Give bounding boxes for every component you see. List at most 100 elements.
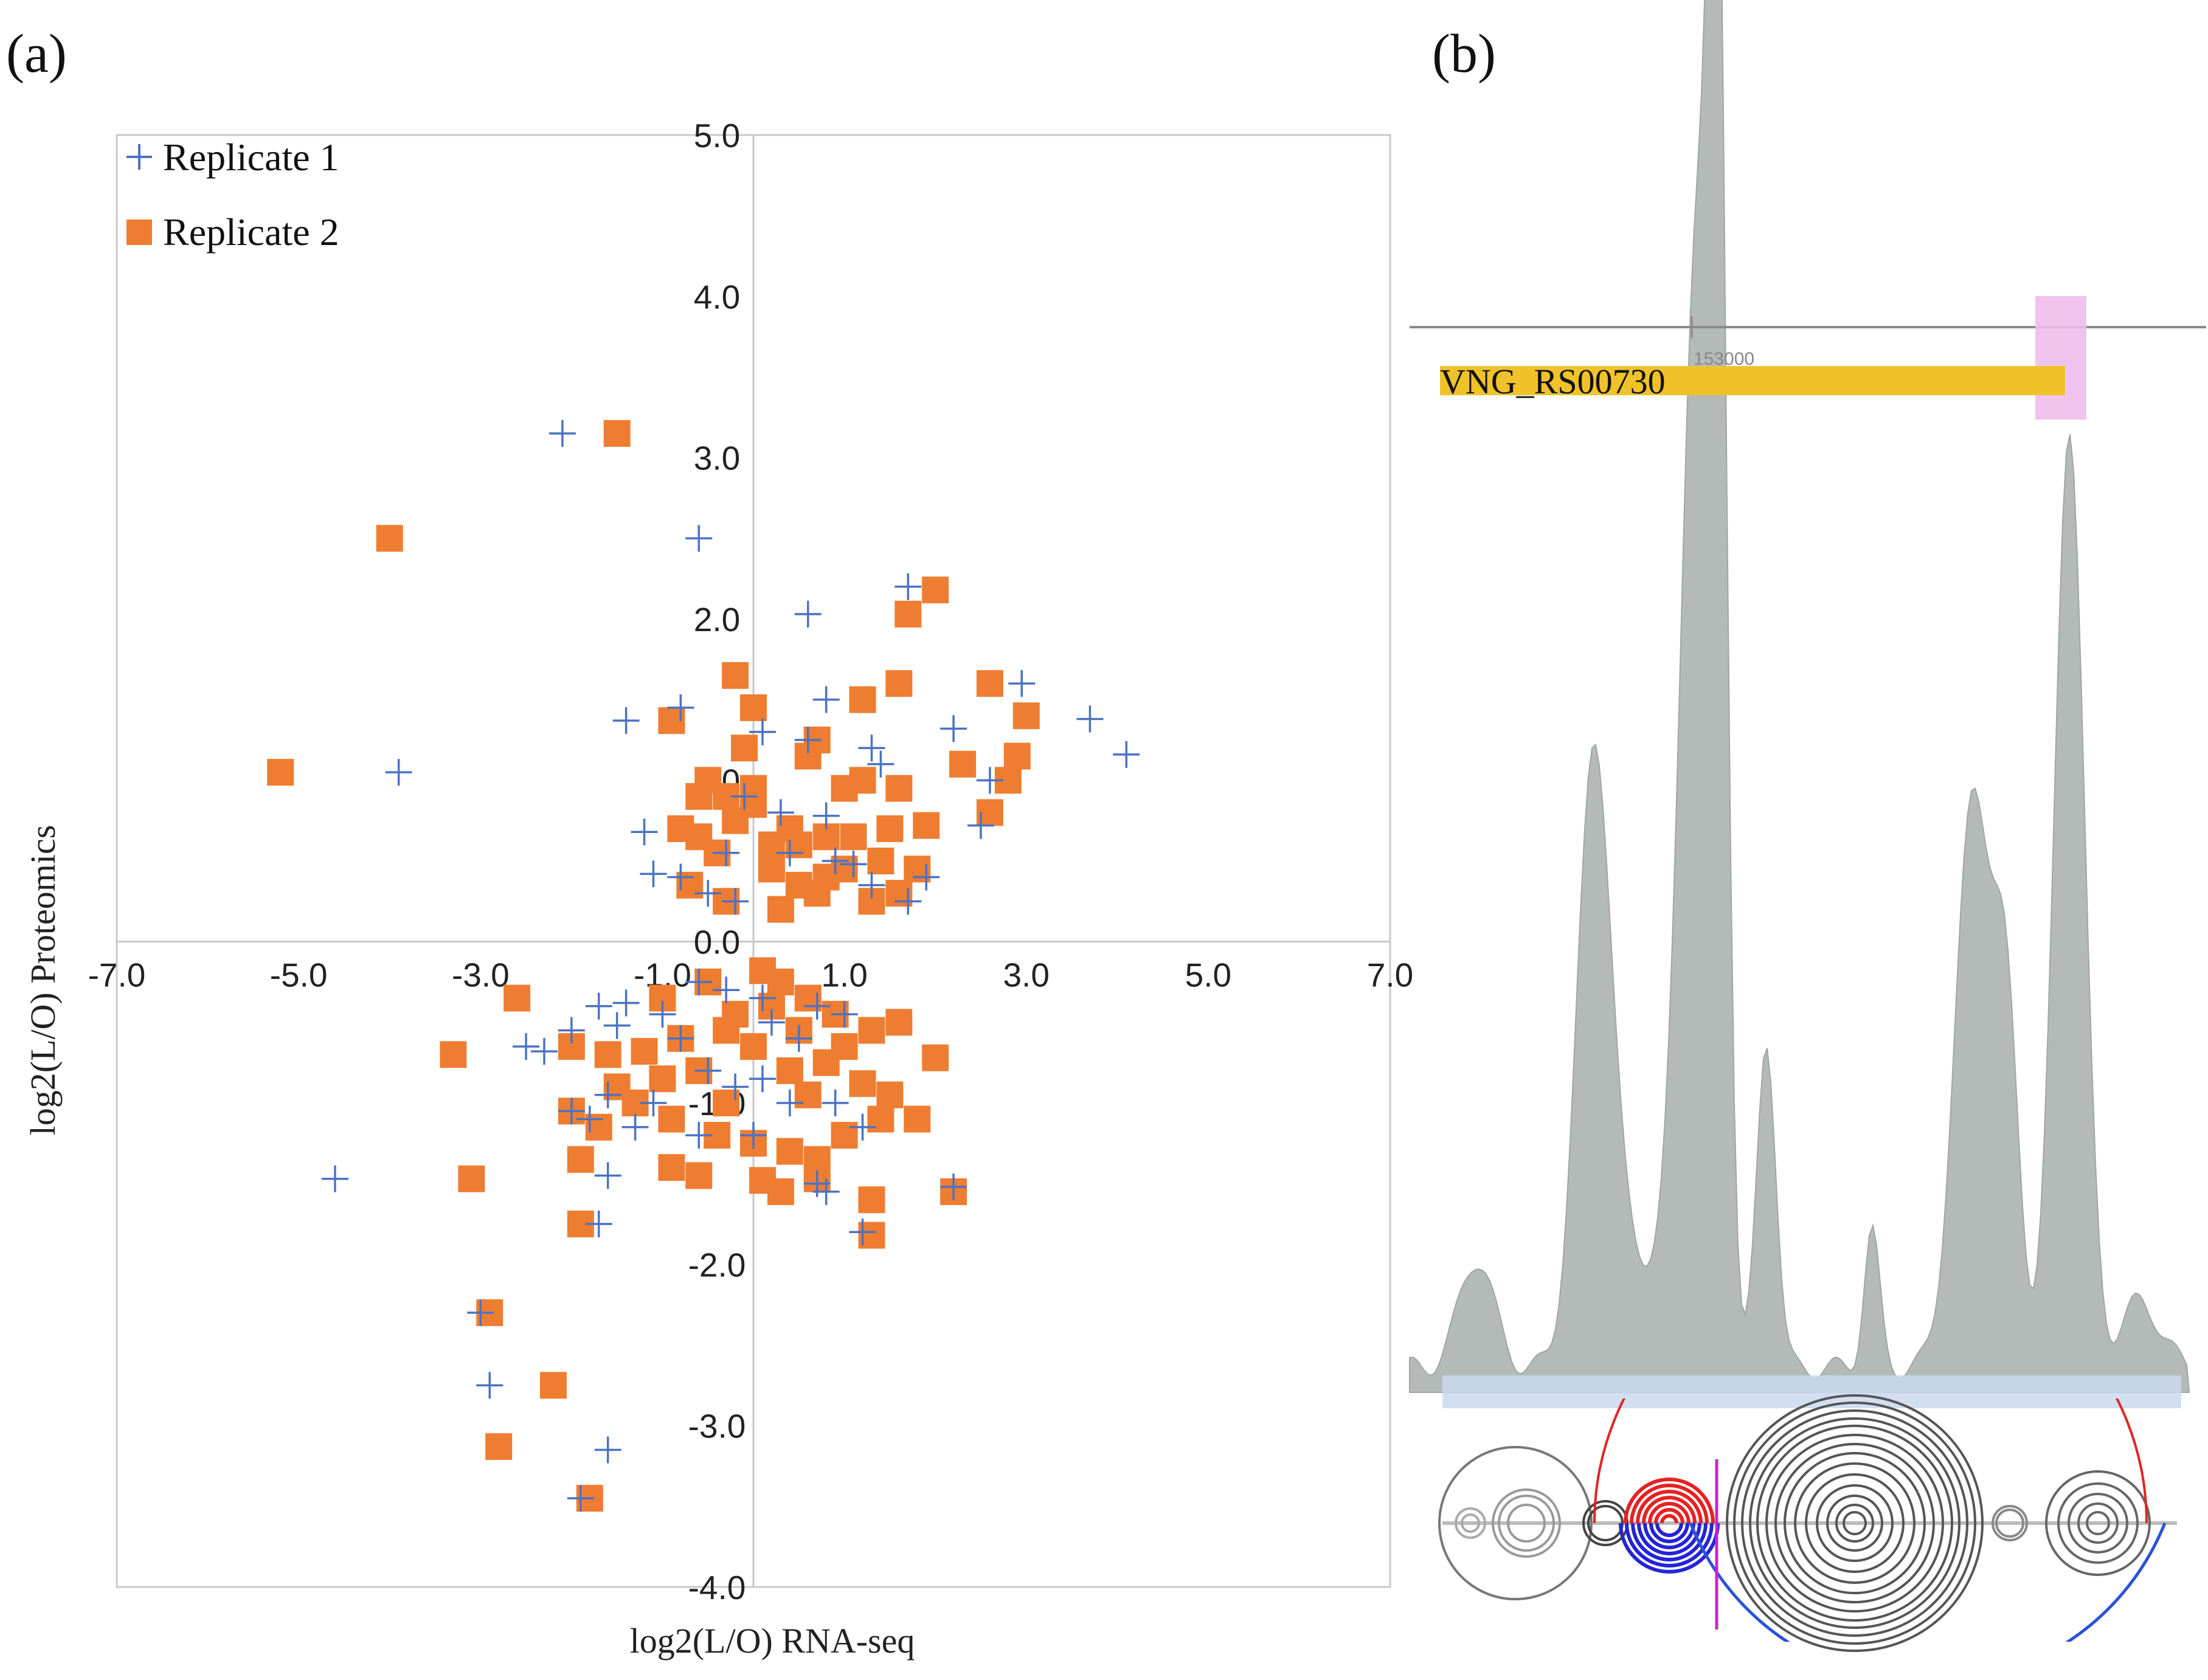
point-replicate-1 — [858, 735, 885, 762]
point-replicate-2 — [849, 767, 876, 794]
arc-circle — [1843, 1511, 1867, 1535]
point-replicate-2 — [758, 831, 785, 859]
point-replicate-1 — [822, 848, 849, 874]
arc-circle — [1438, 1446, 1593, 1600]
arc-blue — [1655, 1523, 1683, 1537]
arc-red — [1642, 1496, 1697, 1524]
point-replicate-1 — [940, 1173, 967, 1200]
arc-circle — [1765, 1434, 1944, 1613]
tick-labels: -7.0 -5.0 -3.0 -1.0 1.0 3.0 5.0 7.0-4.0-3.0-2.0… — [88, 117, 1414, 1606]
legend-marker-replicate-2 — [126, 220, 152, 245]
arc-circle — [1995, 1509, 2024, 1538]
point-replicate-1 — [385, 759, 412, 786]
point-replicate-2 — [567, 1146, 594, 1173]
arc-circle — [1733, 1402, 1976, 1645]
arc-blue — [1619, 1523, 1720, 1574]
point-replicate-1 — [612, 707, 640, 735]
axes — [117, 135, 1390, 1587]
point-replicate-2 — [794, 1081, 822, 1108]
point-replicate-2 — [867, 848, 895, 874]
arc-circle — [1784, 1452, 1926, 1594]
point-replicate-2 — [658, 1105, 685, 1133]
point-replicate-1 — [594, 1162, 621, 1189]
y-tick-label: 4.0 — [694, 278, 740, 316]
point-replicate-2 — [922, 1044, 949, 1071]
arc-circle — [1794, 1462, 1916, 1584]
arc-circle — [1805, 1473, 1905, 1573]
x-tick-label: -3.0 — [452, 956, 510, 994]
point-replicate-2 — [767, 896, 794, 923]
point-replicate-2 — [767, 969, 794, 995]
point-replicate-2 — [376, 525, 403, 552]
arc-red — [1630, 1484, 1709, 1524]
arc-circle — [1774, 1443, 1935, 1603]
point-replicate-2 — [649, 1065, 676, 1093]
x-tick-label: -5.0 — [270, 956, 328, 994]
arc-blue — [1631, 1523, 1708, 1561]
point-replicate-2 — [658, 1154, 685, 1181]
x-tick-label: -7.0 — [88, 956, 146, 994]
point-replicate-2 — [731, 735, 758, 762]
point-replicate-1 — [913, 863, 940, 891]
point-replicate-2 — [722, 1001, 749, 1028]
point-replicate-1 — [822, 1090, 849, 1116]
arc-circle — [2045, 1470, 2151, 1576]
point-replicate-2 — [922, 576, 949, 604]
y-tick-label: 3.0 — [694, 440, 740, 477]
arc-circle — [1826, 1495, 1883, 1552]
point-replicate-1 — [722, 1073, 749, 1101]
y-tick-label: -4.0 — [688, 1569, 746, 1606]
point-replicate-2 — [722, 662, 749, 689]
y-axis-title: log2(L/O) Proteomics — [23, 825, 63, 1136]
point-replicate-2 — [885, 775, 913, 802]
point-replicate-1 — [685, 1122, 713, 1149]
point-replicate-1 — [549, 420, 576, 447]
point-replicate-2 — [458, 1165, 485, 1192]
gene-feature-bar — [1440, 366, 2065, 395]
scatter-chart: -7.0 -5.0 -3.0 -1.0 1.0 3.0 5.0 7.0-4.0-3.0-2.0… — [23, 117, 1413, 1661]
arc-blue — [1625, 1523, 1714, 1568]
legend: Replicate 1 Replicate 2 — [126, 136, 339, 254]
point-replicate-2 — [858, 1017, 885, 1044]
point-replicate-1 — [1008, 670, 1036, 697]
point-replicate-1 — [803, 1170, 831, 1197]
arc-circle — [1756, 1425, 1953, 1622]
point-replicate-2 — [876, 1081, 904, 1108]
point-replicate-1 — [649, 1001, 676, 1028]
point-replicate-2 — [885, 670, 913, 697]
point-replicate-1 — [1113, 741, 1140, 768]
point-replicate-2 — [913, 812, 940, 839]
arc-circle — [1461, 1513, 1480, 1533]
point-replicate-1 — [849, 1219, 876, 1246]
point-replicate-2 — [740, 694, 767, 721]
point-replicate-2 — [267, 759, 294, 786]
point-replicate-1 — [558, 1098, 585, 1125]
point-replicate-1 — [976, 767, 1003, 794]
point-replicate-2 — [885, 1009, 913, 1036]
point-replicate-2 — [976, 670, 1003, 697]
x-tick-label: 7.0 — [1367, 956, 1413, 994]
point-replicate-2 — [1003, 742, 1031, 770]
point-replicate-1 — [585, 992, 612, 1020]
point-replicate-2 — [758, 856, 785, 883]
point-replicate-2 — [722, 807, 749, 834]
point-replicate-1 — [840, 851, 867, 878]
point-replicate-1 — [849, 1113, 876, 1141]
point-replicate-2 — [504, 984, 531, 1012]
legend-label-replicate-1: Replicate 1 — [163, 136, 339, 179]
point-replicate-1 — [776, 839, 803, 866]
point-replicate-1 — [749, 718, 776, 745]
arc-large-blue — [1689, 1523, 2167, 1642]
point-replicate-2 — [685, 823, 713, 851]
arc-circle — [1455, 1507, 1486, 1539]
arc-red — [1654, 1508, 1684, 1524]
point-replicate-2 — [776, 1057, 803, 1084]
point-replicate-1 — [667, 694, 694, 721]
y-tick-label: 2.0 — [694, 601, 740, 638]
point-replicate-1 — [631, 818, 658, 846]
point-replicate-2 — [685, 783, 713, 810]
point-replicate-1 — [612, 989, 640, 1017]
point-replicate-1 — [558, 1017, 585, 1044]
point-replicate-1 — [685, 969, 713, 995]
